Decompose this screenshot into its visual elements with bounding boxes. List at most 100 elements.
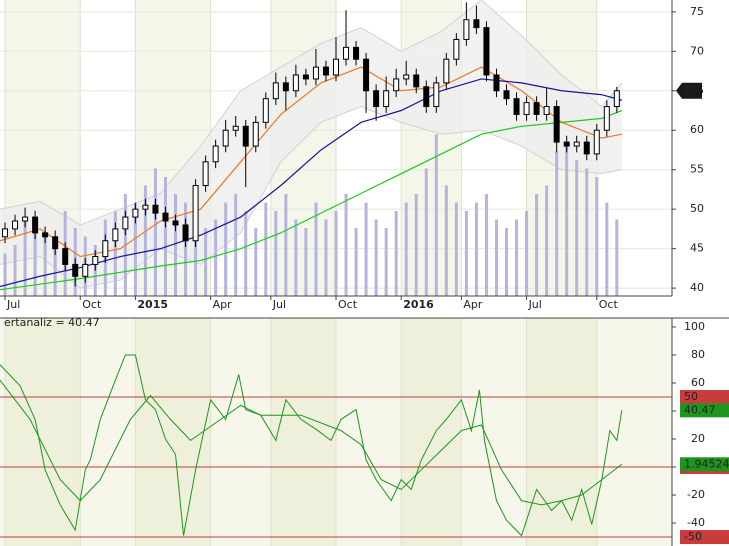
candle-body: [12, 220, 19, 230]
volume-bar: [344, 194, 348, 296]
candle-body: [92, 256, 99, 265]
candle-body: [413, 74, 420, 88]
volume-bar: [324, 219, 328, 296]
volume-bar: [515, 219, 519, 296]
value-tag-label: 40.47: [684, 403, 716, 416]
candle-body: [533, 102, 540, 115]
x-tick-label: Oct: [599, 298, 619, 311]
shade-band: [401, 318, 462, 546]
volume-bar: [13, 245, 17, 296]
value-tag: [680, 457, 729, 472]
candle-body: [553, 106, 560, 143]
candle-body: [493, 74, 500, 92]
volume-bar: [53, 245, 57, 296]
y-tick-label: -20: [687, 488, 705, 501]
ma-line: [0, 78, 623, 288]
candle-body: [112, 228, 119, 242]
y-tick-label: 80: [691, 348, 705, 361]
volume-bar: [575, 160, 579, 296]
candle-body: [363, 58, 370, 92]
x-tick-label: Oct: [82, 298, 102, 311]
candle-body: [182, 224, 189, 242]
volume-bar: [113, 211, 117, 296]
volume-bar: [153, 168, 157, 296]
candle-body: [282, 82, 289, 92]
volume-bar: [615, 219, 619, 296]
candle-body: [453, 38, 460, 60]
candle-body: [42, 232, 49, 238]
volume-bar: [254, 228, 258, 296]
ma-line: [0, 109, 623, 291]
volume-bar: [33, 228, 37, 296]
candle-body: [603, 106, 610, 131]
candle-body: [433, 82, 440, 108]
y-tick-label: 40: [690, 281, 704, 294]
volume-bar: [194, 211, 198, 296]
candle-body: [473, 19, 480, 29]
y-tick-label: 60: [690, 123, 704, 136]
volume-bar: [444, 185, 448, 296]
candle-body: [242, 125, 249, 147]
y-tick-label: 70: [690, 44, 704, 57]
volume-bar: [304, 228, 308, 296]
candle-body: [2, 228, 9, 238]
volume-bar: [3, 253, 7, 296]
candle-body: [523, 102, 530, 115]
candle-body: [202, 161, 209, 186]
candle-body: [232, 125, 239, 131]
x-tick-label: Jul: [528, 298, 542, 311]
y-tick-label: 60: [691, 376, 705, 389]
volume-bar: [163, 177, 167, 296]
candle-body: [613, 90, 620, 108]
volume-bar: [314, 202, 318, 296]
candle-body: [312, 66, 319, 80]
candle-body: [393, 78, 400, 92]
candle-body: [593, 129, 600, 155]
candle-body: [52, 236, 59, 250]
y-tick-label: 50: [690, 202, 704, 215]
candle-body: [403, 74, 410, 80]
volume-bar: [505, 228, 509, 296]
volume-bar: [434, 134, 438, 296]
candle-body: [72, 263, 79, 277]
volume-bar: [404, 202, 408, 296]
volume-bar: [525, 211, 529, 296]
shade-band: [5, 318, 81, 546]
candle-body: [302, 74, 309, 80]
candle-body: [322, 66, 329, 76]
candle-body: [262, 98, 269, 123]
volume-bar: [595, 177, 599, 296]
value-tag: [680, 530, 729, 545]
candle-body: [132, 208, 139, 218]
volume-bar: [414, 194, 418, 296]
candle-body: [222, 129, 229, 147]
value-tag-label: -50: [684, 530, 702, 543]
candle-body: [483, 27, 490, 76]
candle-body: [443, 58, 450, 84]
volume-bar: [364, 202, 368, 296]
candle-body: [543, 106, 550, 115]
volume-bar: [585, 168, 589, 296]
volume-bar: [214, 219, 218, 296]
volume-bar: [484, 194, 488, 296]
value-tag: [680, 389, 729, 404]
x-tick-label: 2015: [137, 298, 168, 311]
price-tag-label: 65: [684, 84, 698, 97]
value-tag-label: 50: [684, 390, 698, 403]
candle-body: [102, 240, 109, 258]
price-tag: [676, 82, 702, 99]
volume-bar: [184, 202, 188, 296]
y-tick-label: 55: [690, 163, 704, 176]
band-line: [0, 106, 622, 289]
x-tick-label: 2016: [403, 298, 434, 311]
candle-body: [292, 74, 299, 92]
volume-bar: [133, 202, 137, 296]
x-tick-label: Jul: [6, 298, 20, 311]
candle-body: [353, 46, 360, 60]
volume-bar: [174, 194, 178, 296]
volume-bar: [274, 211, 278, 296]
volume-bar: [565, 143, 569, 296]
volume-bar: [264, 202, 268, 296]
shade-band: [526, 318, 597, 546]
candle-body: [573, 141, 580, 147]
